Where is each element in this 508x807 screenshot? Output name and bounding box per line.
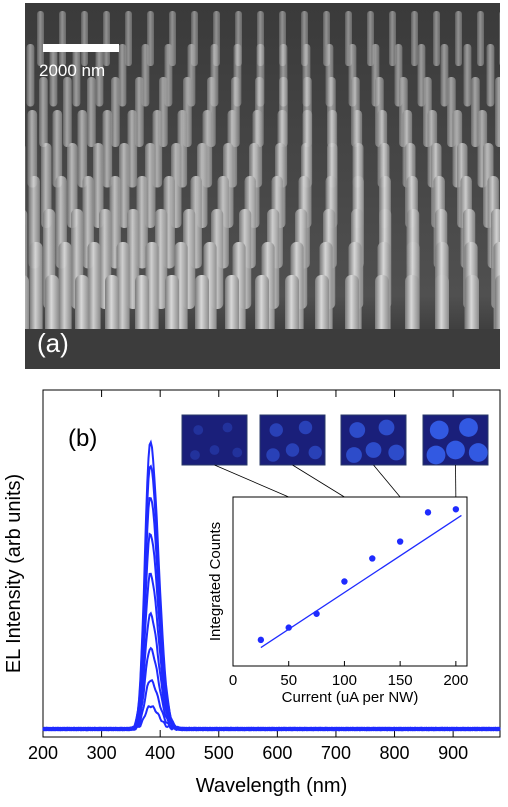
- inset-x-tick-label: 0: [229, 672, 237, 689]
- x-tick-label: 500: [204, 743, 234, 763]
- el-image-3: [340, 414, 407, 466]
- inset-data-point: [257, 636, 265, 644]
- spectrum-line-2: [42, 679, 501, 732]
- inset-data-point: [369, 555, 376, 562]
- sem-image-panel: 2000 nm (a): [25, 3, 500, 369]
- inset-data-point: [396, 538, 404, 545]
- el-spectra: [42, 439, 501, 732]
- substrate: [25, 329, 500, 369]
- inset-data-point: [424, 509, 432, 516]
- inset-data-point: [313, 610, 320, 617]
- inset-data-point: [285, 624, 292, 631]
- inset-data-point: [341, 578, 348, 585]
- x-tick-label: 800: [380, 743, 410, 763]
- inset-frame: [232, 496, 468, 667]
- spectrum-line-1: [42, 705, 501, 732]
- el-spectra-panel: 200 300 400 500 600 700 800 900 Wavelength (nm) E…: [0, 380, 508, 807]
- x-tick-label: 200: [28, 743, 58, 763]
- inset-y-axis-label: Integrated Counts: [207, 522, 224, 641]
- scale-bar: [43, 44, 119, 52]
- scale-bar-label: 2000 nm: [39, 61, 106, 80]
- el-image-2: [259, 414, 326, 466]
- x-tick-label: 600: [262, 743, 292, 763]
- inset-fit-line: [260, 514, 462, 649]
- x-tick-label: 300: [87, 743, 117, 763]
- x-tick-label: 400: [145, 743, 175, 763]
- nanowire-array: [25, 11, 500, 369]
- el-image-1: [181, 414, 248, 466]
- inset-x-tick-label: 50: [280, 672, 297, 689]
- inset-leader-line: [292, 464, 345, 498]
- inset-x-tick-label: 100: [332, 672, 357, 689]
- y-axis-label: EL Intensity (arb units): [3, 474, 25, 673]
- inset-x-axis-label: Current (uA per NW): [282, 689, 419, 706]
- panel-a-label: (a): [37, 328, 69, 358]
- panel-b-label: (b): [68, 425, 97, 452]
- x-tick-label: 900: [438, 743, 468, 763]
- inset-x-tick-label: 150: [388, 672, 413, 689]
- sem-nanowire-image: [25, 3, 500, 369]
- inset-leader-line: [214, 464, 289, 498]
- inset-leader-line: [373, 464, 401, 498]
- x-axis-label: Wavelength (nm): [196, 775, 348, 797]
- x-tick-label: 700: [321, 743, 351, 763]
- plot-frame: [42, 389, 501, 738]
- inset-x-tick-label: 200: [443, 672, 468, 689]
- spectrum-line-9: [42, 439, 501, 732]
- inset-data-point: [452, 506, 460, 513]
- el-image-4: [422, 414, 489, 466]
